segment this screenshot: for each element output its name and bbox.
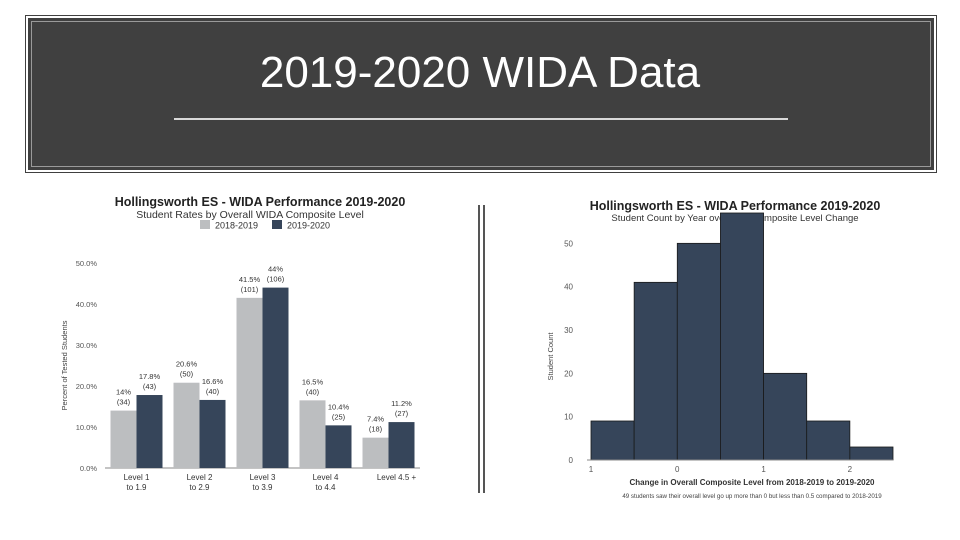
chart1-ytick: 40.0% xyxy=(76,300,98,309)
bar-label-pct: 16.5% xyxy=(302,377,324,386)
histogram-bin-0 xyxy=(590,420,635,461)
histogram-bin-4 xyxy=(763,372,808,461)
chart1-subtitle: Student Rates by Overall WIDA Composite … xyxy=(136,209,364,221)
bar-2019-2020-1 xyxy=(199,399,226,468)
histogram-bin-5 xyxy=(806,420,851,461)
legend-swatch-2019-2020 xyxy=(272,220,282,229)
chart1-ylabel: Percent of Tested Students xyxy=(60,320,69,410)
chart2-ytick: 0 xyxy=(569,456,574,465)
banner-inner-border xyxy=(31,21,931,167)
chart2-ylabel: Student Count xyxy=(546,332,555,381)
bar-label-pct: 41.5% xyxy=(239,275,261,284)
bar-2019-2020-4 xyxy=(388,422,415,468)
chart1-category-label: Level 4.5 + xyxy=(377,473,417,482)
bar-2018-2019-1 xyxy=(173,382,200,468)
bar-label-count: (106) xyxy=(267,275,285,284)
chart1-ytick: 50.0% xyxy=(76,259,98,268)
bar-2019-2020-3 xyxy=(325,425,352,468)
bar-label-pct: 16.6% xyxy=(202,377,224,386)
histogram-bin-1 xyxy=(633,281,678,461)
chart1-ytick: 30.0% xyxy=(76,341,98,350)
chart1-ytick: 10.0% xyxy=(76,423,98,432)
chart1-category-label: to 4.4 xyxy=(315,483,336,492)
bar-chart-composite-level: Hollingsworth ES - WIDA Performance 2019… xyxy=(60,195,420,492)
bar-label-count: (43) xyxy=(143,382,157,391)
legend-label-2019-2020: 2019-2020 xyxy=(287,221,330,231)
legend-label-2018-2019: 2018-2019 xyxy=(215,221,258,231)
chart1-title: Hollingsworth ES - WIDA Performance 2019… xyxy=(115,195,406,209)
chart2-ytick: 20 xyxy=(564,369,573,378)
bar-label-pct: 11.2% xyxy=(391,399,412,408)
chart1-category-label: Level 2 xyxy=(187,473,213,482)
chart1-ytick: 20.0% xyxy=(76,382,98,391)
histogram-bin-3 xyxy=(720,212,764,461)
chart2-ytick: 30 xyxy=(564,326,573,335)
chart1-category-label: Level 4 xyxy=(313,473,339,482)
chart2-xtick: 1 xyxy=(761,465,766,474)
chart2-title: Hollingsworth ES - WIDA Performance 2019… xyxy=(590,199,881,213)
chart1-category-label: Level 1 xyxy=(124,473,150,482)
histogram-bin-2 xyxy=(676,242,721,461)
chart1-category-label: to 3.9 xyxy=(252,483,273,492)
bar-label-pct: 44% xyxy=(268,265,283,274)
bar-label-pct: 14% xyxy=(116,388,131,397)
bar-label-count: (18) xyxy=(369,425,383,434)
bar-label-pct: 10.4% xyxy=(328,402,350,411)
bar-label-count: (34) xyxy=(117,398,131,407)
legend-swatch-2018-2019 xyxy=(200,220,210,229)
chart1-ytick: 0.0% xyxy=(80,464,97,473)
chart2-footnote: 49 students saw their overall level go u… xyxy=(622,493,882,500)
histogram-level-change: Hollingsworth ES - WIDA Performance 2019… xyxy=(546,199,894,500)
bar-label-count: (40) xyxy=(206,387,220,396)
bar-2019-2020-2 xyxy=(262,287,289,468)
bar-label-pct: 17.8% xyxy=(139,372,161,381)
chart2-ytick: 10 xyxy=(564,413,573,422)
chart2-xtick: 0 xyxy=(675,465,680,474)
chart2-xtick: 1 xyxy=(589,465,594,474)
bar-label-count: (25) xyxy=(332,412,346,421)
bar-2018-2019-3 xyxy=(299,400,326,468)
histogram-bin-6 xyxy=(849,446,894,461)
title-banner xyxy=(25,15,937,173)
bar-2019-2020-0 xyxy=(136,395,163,468)
bar-label-count: (40) xyxy=(306,387,320,396)
bar-2018-2019-0 xyxy=(110,410,137,468)
bar-2018-2019-4 xyxy=(362,437,389,468)
chart2-xlabel: Change in Overall Composite Level from 2… xyxy=(630,478,876,487)
bar-label-count: (50) xyxy=(180,370,194,379)
bar-label-pct: 20.6% xyxy=(176,360,198,369)
slide-title: 2019-2020 WIDA Data xyxy=(259,48,701,97)
bar-label-count: (101) xyxy=(241,285,259,294)
title-underline xyxy=(174,118,788,120)
chart2-ytick: 40 xyxy=(564,283,573,292)
chart1-category-label: Level 3 xyxy=(250,473,276,482)
bar-label-pct: 7.4% xyxy=(367,415,384,424)
chart1-category-label: to 2.9 xyxy=(189,483,210,492)
chart2-ytick: 50 xyxy=(564,239,573,248)
bar-label-count: (27) xyxy=(395,409,409,418)
chart1-category-label: to 1.9 xyxy=(126,483,147,492)
chart-divider xyxy=(478,205,485,493)
chart2-xtick: 2 xyxy=(848,465,853,474)
bar-2018-2019-2 xyxy=(236,297,263,468)
